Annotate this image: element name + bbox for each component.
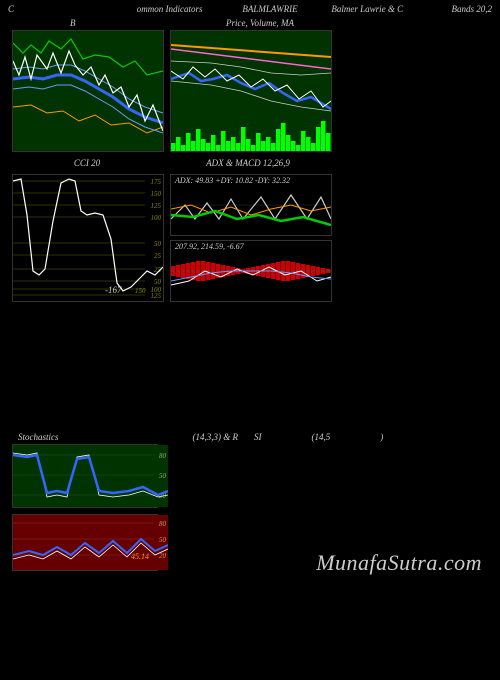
- watermark: MunafaSutra.com: [316, 550, 482, 576]
- svg-text:100: 100: [151, 214, 162, 222]
- svg-text:50: 50: [159, 536, 167, 544]
- svg-text:80: 80: [159, 520, 167, 528]
- title-cci: CCI 20: [12, 158, 162, 168]
- svg-text:25: 25: [154, 252, 162, 260]
- svg-text:-167: -167: [105, 285, 122, 295]
- hdr-bands: Bands 20,2: [403, 4, 492, 14]
- svg-text:150: 150: [151, 190, 162, 198]
- title-stoch: Stochastics: [18, 432, 59, 442]
- hdr-indicators: ommon Indicators: [97, 4, 226, 14]
- adx-label: ADX: 49.83 +DY: 10.82 -DY: 32.32: [175, 176, 290, 185]
- title-si: SI: [254, 432, 262, 442]
- svg-text:50: 50: [154, 240, 162, 248]
- svg-text:50: 50: [159, 472, 167, 480]
- panel-williams-r: 80502045.14: [12, 514, 158, 571]
- panel-adx: ADX: 49.83 +DY: 10.82 -DY: 32.32: [170, 174, 332, 236]
- right-mid-column: ADX: 49.83 +DY: 10.82 -DY: 32.32 207.92,…: [170, 174, 332, 302]
- svg-text:175: 175: [151, 178, 162, 186]
- svg-text:50: 50: [154, 278, 162, 286]
- svg-text:125: 125: [151, 292, 162, 300]
- mid-grid: 17515012510050252550100125-167150 ADX: 4…: [0, 170, 500, 302]
- bottom-grid: 805020 80502045.14: [0, 444, 170, 571]
- bottom-titles: Stochastics (14,3,3) & R SI (14,5 ): [0, 432, 500, 444]
- panel-cci: 17515012510050252550100125-167150: [12, 174, 164, 302]
- title-adx: ADX & MACD 12,26,9: [168, 158, 328, 168]
- hdr-c: C: [8, 4, 97, 14]
- svg-text:80: 80: [159, 452, 167, 460]
- title-stoch-params: (14,3,3) & R: [193, 432, 239, 442]
- hdr-symbol: BALMLAWRIE: [226, 4, 315, 14]
- svg-text:20: 20: [159, 552, 167, 560]
- macd-label: 207.92, 214.59, -6.67: [175, 242, 244, 251]
- panel-price-volume: [170, 30, 332, 152]
- svg-text:150: 150: [135, 287, 146, 295]
- header-row: C ommon Indicators BALMLAWRIE Balmer Law…: [0, 0, 500, 16]
- panel-bollinger: [12, 30, 164, 152]
- title-price: Price, Volume, MA: [180, 18, 340, 28]
- title-b: B: [30, 18, 180, 28]
- top-grid: [0, 30, 500, 152]
- row1-titles: B Price, Volume, MA: [0, 16, 500, 30]
- title-si-params: (14,5: [312, 432, 331, 442]
- svg-text:125: 125: [151, 202, 162, 210]
- title-si-close: ): [380, 432, 383, 442]
- panel-stochastics: 805020: [12, 444, 158, 508]
- hdr-company: Balmer Lawrie & C: [314, 4, 403, 14]
- panel-macd: 207.92, 214.59, -6.67: [170, 240, 332, 302]
- mid-titles: CCI 20 ADX & MACD 12,26,9: [0, 152, 500, 170]
- svg-text:45.14: 45.14: [131, 552, 149, 561]
